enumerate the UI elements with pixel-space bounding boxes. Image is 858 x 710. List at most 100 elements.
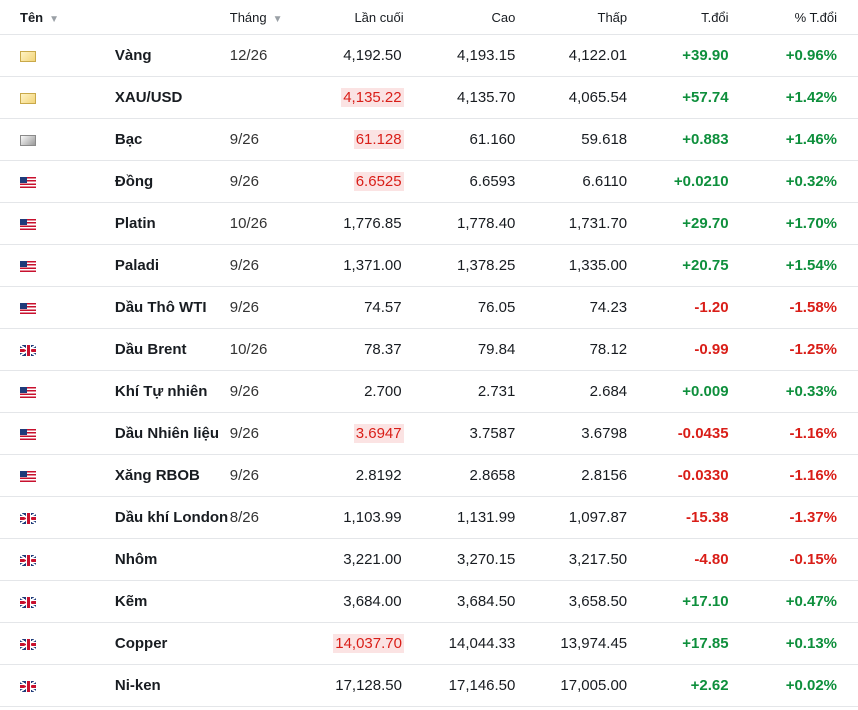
last-price-cell: 4,192.50: [333, 34, 404, 77]
instrument-name-link[interactable]: Vàng: [114, 34, 230, 77]
contract-month: [229, 76, 334, 119]
pct-change-value: -1.25%: [728, 328, 858, 371]
last-price-cell: 74.57: [333, 286, 404, 329]
pct-change-value: +1.54%: [728, 244, 858, 287]
instrument-name-link[interactable]: XAU/USD: [114, 76, 230, 119]
contract-month: 10/26: [229, 328, 334, 371]
last-price: 2.700: [364, 383, 402, 400]
change-value: +0.883: [627, 118, 729, 161]
column-header-high-label: Cao: [491, 9, 516, 25]
flag-cell: [0, 454, 115, 497]
column-header-name[interactable]: Tên ▼: [0, 0, 230, 35]
last-price: 3,221.00: [343, 551, 402, 568]
high-price: 2.8658: [403, 454, 516, 497]
table-row[interactable]: Dầu Brent 10/26 78.37 79.84 78.12 -0.99 -1.25%: [0, 328, 858, 371]
low-price: 3.6798: [515, 412, 628, 455]
column-header-high[interactable]: Cao: [403, 0, 516, 35]
last-price: 4,135.22: [341, 88, 404, 107]
contract-month: 9/26: [229, 412, 334, 455]
change-value: -0.0330: [627, 454, 729, 497]
column-header-pct-change-label: % T.đổi: [794, 9, 837, 25]
change-value: +17.85: [627, 622, 729, 665]
instrument-name-link[interactable]: Paladi: [114, 244, 230, 287]
table-row[interactable]: Nhôm 3,221.00 3,270.15 3,217.50 -4.80 -0.15%: [0, 538, 858, 581]
table-row[interactable]: Ni-ken 17,128.50 17,146.50 17,005.00 +2.62 +0…: [0, 664, 858, 707]
table-row[interactable]: Paladi 9/26 1,371.00 1,378.25 1,335.00 +20.75…: [0, 244, 858, 287]
high-price: 4,193.15: [403, 34, 516, 77]
instrument-name-link[interactable]: Dầu Nhiên liệu: [114, 412, 230, 455]
table-row[interactable]: Dầu Thô WTI 9/26 74.57 76.05 74.23 -1.20 -1.58…: [0, 286, 858, 329]
uk-flag-icon: [20, 638, 36, 650]
pct-change-value: -1.16%: [728, 412, 858, 455]
instrument-name-link[interactable]: Platin: [114, 202, 230, 245]
flag-cell: [0, 244, 115, 287]
last-price: 4,192.50: [343, 47, 402, 64]
instrument-name-link[interactable]: Dầu Thô WTI: [114, 286, 230, 329]
low-price: 3,658.50: [515, 580, 628, 623]
uk-flag-icon: [20, 596, 36, 608]
uk-flag-icon: [20, 512, 36, 524]
table-row[interactable]: Dầu Nhiên liệu 9/26 3.6947 3.7587 3.6798 -0.0…: [0, 412, 858, 455]
last-price: 61.128: [353, 130, 404, 149]
flag-cell: [0, 412, 115, 455]
column-header-month[interactable]: Tháng ▼: [229, 0, 334, 35]
table-row[interactable]: Đồng 9/26 6.6525 6.6593 6.6110 +0.0210 +0.32%: [0, 160, 858, 203]
column-header-low[interactable]: Thấp: [515, 0, 628, 35]
high-price: 1,378.25: [403, 244, 516, 287]
pct-change-value: -0.15%: [728, 538, 858, 581]
low-price: 1,731.70: [515, 202, 628, 245]
uk-flag-icon: [20, 680, 36, 692]
low-price: 2.8156: [515, 454, 628, 497]
instrument-name-link[interactable]: Dầu Brent: [114, 328, 230, 371]
pct-change-value: +0.96%: [728, 34, 858, 77]
column-header-last-label: Lần cuối: [354, 9, 404, 25]
sort-caret-icon[interactable]: ▼: [272, 13, 283, 25]
change-value: +0.009: [627, 370, 729, 413]
last-price: 3,684.00: [343, 593, 402, 610]
pct-change-value: +1.70%: [728, 202, 858, 245]
contract-month: 9/26: [229, 370, 334, 413]
table-row[interactable]: Bạc 9/26 61.128 61.160 59.618 +0.883 +1.46%: [0, 118, 858, 161]
instrument-name-link[interactable]: Xăng RBOB: [114, 454, 230, 497]
column-header-month-label: Tháng: [229, 9, 267, 25]
instrument-name-link[interactable]: Copper: [114, 622, 230, 665]
flag-cell: [0, 160, 115, 203]
instrument-name-link[interactable]: Đồng: [114, 160, 230, 203]
last-price: 78.37: [364, 341, 402, 358]
high-price: 3,684.50: [403, 580, 516, 623]
column-header-change[interactable]: T.đổi: [627, 0, 729, 35]
instrument-name-link[interactable]: Nhôm: [114, 538, 230, 581]
change-value: +2.62: [627, 664, 729, 707]
us-flag-icon: [20, 218, 36, 230]
last-price: 14,037.70: [333, 634, 404, 653]
table-row[interactable]: Vàng 12/26 4,192.50 4,193.15 4,122.01 +39.90 +…: [0, 34, 858, 77]
table-row[interactable]: Khí Tự nhiên 9/26 2.700 2.731 2.684 +0.009 +0.…: [0, 370, 858, 413]
pct-change-value: -1.58%: [728, 286, 858, 329]
column-header-last[interactable]: Lần cuối: [333, 0, 404, 35]
table-row[interactable]: Dầu khí London 8/26 1,103.99 1,131.99 1,097.…: [0, 496, 858, 539]
table-row[interactable]: Xăng RBOB 9/26 2.8192 2.8658 2.8156 -0.0330 -1…: [0, 454, 858, 497]
last-price: 17,128.50: [335, 677, 402, 694]
instrument-name-link[interactable]: Ni-ken: [114, 664, 230, 707]
contract-month: [229, 622, 334, 665]
contract-month: 9/26: [229, 454, 334, 497]
pct-change-value: +0.33%: [728, 370, 858, 413]
sort-caret-icon[interactable]: ▼: [49, 13, 60, 25]
column-header-pct-change[interactable]: % T.đổi: [728, 0, 858, 35]
contract-month: 10/26: [229, 202, 334, 245]
table-row[interactable]: Kẽm 3,684.00 3,684.50 3,658.50 +17.10 +0.47%: [0, 580, 858, 623]
last-price: 6.6525: [353, 172, 404, 191]
gold-icon: [20, 50, 36, 62]
table-row[interactable]: XAU/USD 4,135.22 4,135.70 4,065.54 +57.74 +1.…: [0, 76, 858, 119]
table-row[interactable]: Copper 14,037.70 14,044.33 13,974.45 +17.85 +…: [0, 622, 858, 665]
instrument-name-link[interactable]: Dầu khí London: [114, 496, 230, 539]
instrument-name-link[interactable]: Kẽm: [114, 580, 230, 623]
instrument-name-link[interactable]: Khí Tự nhiên: [114, 370, 230, 413]
instrument-name-link[interactable]: Bạc: [114, 118, 230, 161]
low-price: 78.12: [515, 328, 628, 371]
last-price-cell: 2.700: [333, 370, 404, 413]
silver-icon: [20, 134, 36, 146]
high-price: 17,146.50: [403, 664, 516, 707]
table-row[interactable]: Platin 10/26 1,776.85 1,778.40 1,731.70 +29.7…: [0, 202, 858, 245]
